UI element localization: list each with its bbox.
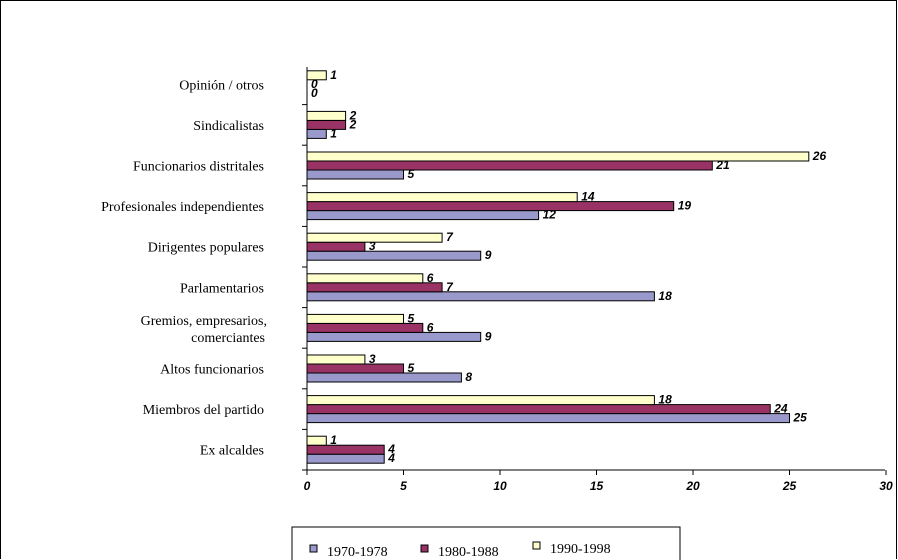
data-label: 5 (408, 361, 415, 375)
bar-1990-1998 (306, 70, 327, 81)
x-tick-label: 15 (590, 479, 604, 493)
category-label: Sindicalistas (193, 119, 264, 134)
bar-1970-1978 (306, 453, 385, 464)
data-label: 6 (427, 271, 434, 285)
data-label: 18 (658, 393, 672, 407)
bar-1980-1988 (306, 282, 443, 293)
category-label: Altos funcionarios (160, 363, 264, 378)
bar-1990-1998 (306, 151, 810, 162)
legend-box (291, 526, 681, 560)
data-label: 1 (330, 126, 337, 140)
bar-1980-1988 (306, 241, 366, 252)
x-tick-label: 10 (493, 479, 507, 493)
bar-1980-1988 (306, 322, 424, 333)
category-label: Miembros del partido (143, 403, 264, 418)
data-label: 5 (408, 311, 415, 325)
category-label: Profesionales independientes (101, 200, 264, 215)
legend-label: 1980-1988 (438, 545, 499, 560)
data-label: 8 (465, 370, 472, 384)
data-label: 2 (349, 108, 357, 122)
data-label: 1 (330, 433, 337, 447)
data-label: 7 (446, 280, 454, 294)
data-label: 2 (349, 117, 357, 131)
bar-1980-1988 (306, 119, 347, 130)
data-label: 14 (581, 190, 595, 204)
bar-1970-1978 (306, 372, 462, 383)
data-label: 18 (658, 289, 672, 303)
legend-swatch (532, 541, 541, 550)
data-label: 7 (446, 230, 454, 244)
bar-1980-1988 (306, 404, 771, 415)
data-label: 24 (773, 402, 788, 416)
bar-1980-1988 (306, 363, 404, 374)
x-tick-label: 30 (879, 479, 893, 493)
legend-label: 1970-1978 (327, 545, 388, 560)
bar-1980-1988 (306, 160, 713, 171)
bar-1990-1998 (306, 435, 327, 446)
bar-1990-1998 (306, 273, 424, 284)
x-tick-label: 0 (304, 479, 311, 493)
data-label: 1 (330, 68, 337, 82)
bar-1970-1978 (306, 169, 404, 180)
x-tick-label: 20 (685, 479, 700, 493)
bar-1990-1998 (306, 313, 404, 324)
bar-1990-1998 (306, 232, 443, 243)
bar-1980-1988 (306, 201, 675, 212)
category-label: Funcionarios distritales (133, 160, 264, 175)
data-label: 5 (408, 167, 415, 181)
data-label: 19 (678, 199, 692, 213)
bar-1970-1978 (306, 128, 327, 139)
x-tick-label: 25 (782, 479, 797, 493)
data-label: 6 (427, 320, 434, 334)
bar-1970-1978 (306, 291, 655, 302)
bar-1990-1998 (306, 354, 366, 365)
data-label: 0 (311, 86, 318, 100)
data-label: 25 (793, 411, 808, 425)
legend-label: 1990-1998 (550, 542, 611, 557)
category-label: Dirigentes populares (148, 241, 264, 256)
data-label: 3 (369, 239, 376, 253)
bar-1990-1998 (306, 110, 347, 121)
legend-swatch (420, 544, 429, 553)
bar-1980-1988 (306, 444, 385, 455)
data-label: 0 (311, 77, 318, 91)
data-label: 26 (812, 149, 827, 163)
category-label: Ex alcaldes (200, 444, 264, 459)
data-label: 9 (485, 248, 492, 262)
bar-1970-1978 (306, 413, 790, 424)
data-label: 9 (485, 329, 492, 343)
category-label: Parlamentarios (180, 281, 264, 296)
data-label: 4 (387, 451, 395, 465)
bar-1970-1978 (306, 331, 482, 342)
legend-swatch (309, 544, 318, 553)
bar-1990-1998 (306, 395, 655, 406)
category-label: Opinión / otros (179, 78, 264, 93)
data-label: 3 (369, 352, 376, 366)
x-tick-label: 5 (400, 479, 407, 493)
data-label: 4 (387, 442, 395, 456)
category-label: Gremios, empresarios, comerciantes (141, 314, 267, 346)
bar-1970-1978 (306, 250, 482, 261)
bar-1990-1998 (306, 192, 578, 203)
bar-1970-1978 (306, 210, 540, 221)
